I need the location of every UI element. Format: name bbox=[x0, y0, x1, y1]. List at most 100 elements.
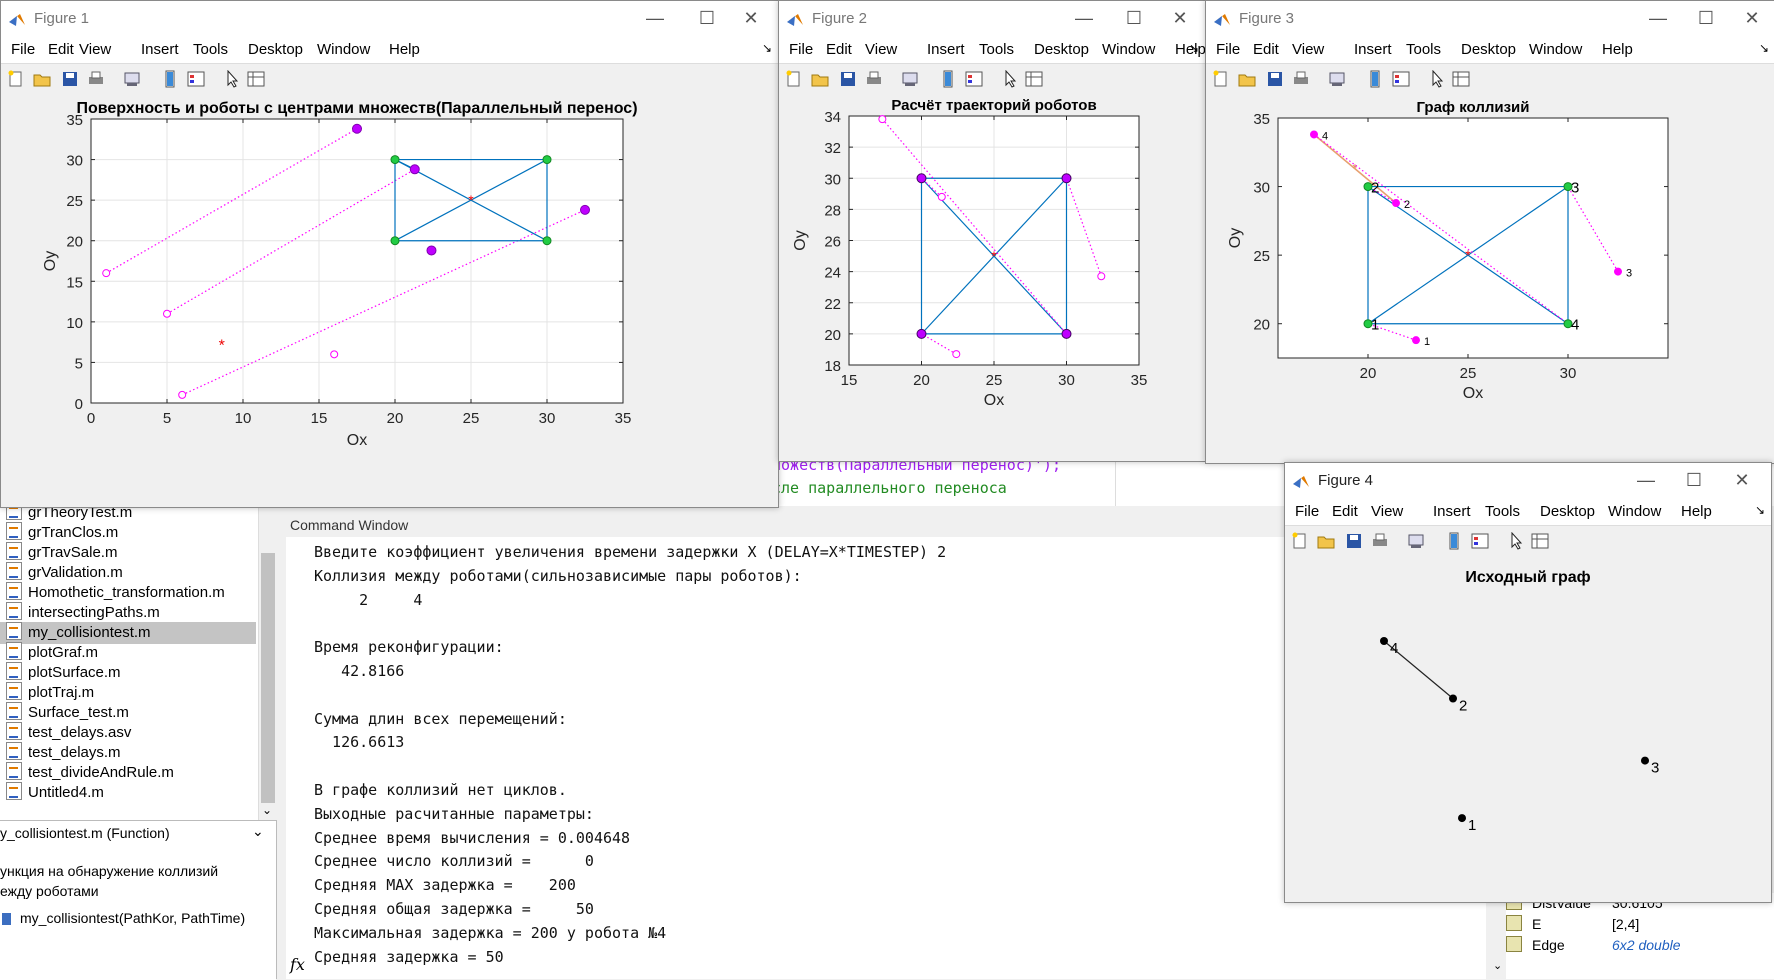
fx-prompt-icon[interactable]: fx bbox=[290, 955, 305, 974]
menu-view[interactable]: View bbox=[1371, 503, 1404, 520]
menu-desktop[interactable]: Desktop bbox=[1034, 41, 1090, 58]
title-bar[interactable]: Figure 2 — ☐ ✕ bbox=[779, 1, 1205, 37]
maximize-button[interactable]: ☐ bbox=[1125, 8, 1143, 28]
property-inspector-icon[interactable] bbox=[1531, 532, 1549, 550]
dock-icon[interactable]: ↘ bbox=[761, 41, 772, 55]
scrollbar-thumb[interactable] bbox=[261, 553, 275, 803]
link-figure-icon[interactable] bbox=[1407, 532, 1425, 550]
title-bar[interactable]: Figure 4 — ☐ ✕ bbox=[1285, 463, 1771, 499]
file-item[interactable]: test_delays.m bbox=[6, 742, 121, 764]
minimize-button[interactable]: — bbox=[1637, 470, 1655, 490]
file-item[interactable]: test_divideAndRule.m bbox=[6, 762, 174, 784]
menu-insert[interactable]: Insert bbox=[1433, 503, 1471, 520]
open-folder-icon[interactable] bbox=[1238, 70, 1256, 88]
print-icon[interactable] bbox=[87, 70, 105, 88]
pointer-icon[interactable] bbox=[1428, 70, 1446, 88]
menu-file[interactable]: File bbox=[11, 41, 36, 58]
legend-icon[interactable] bbox=[1392, 70, 1410, 88]
dock-icon[interactable]: ↘ bbox=[1188, 41, 1199, 55]
menu-file[interactable]: File bbox=[1216, 41, 1241, 58]
new-file-icon[interactable] bbox=[7, 70, 25, 88]
figure-1-window[interactable]: Figure 1 — ☐ ✕ File Edit View Insert Tools De… bbox=[0, 0, 779, 508]
maximize-button[interactable]: ☐ bbox=[698, 8, 716, 28]
maximize-button[interactable]: ☐ bbox=[1697, 8, 1715, 28]
title-bar[interactable]: Figure 3 — ☐ ✕ bbox=[1206, 1, 1774, 37]
menu-insert[interactable]: Insert bbox=[1354, 41, 1392, 58]
file-item[interactable]: Surface_test.m bbox=[6, 702, 129, 724]
scroll-down-icon[interactable]: ⌄ bbox=[1493, 960, 1503, 972]
workspace-variable[interactable]: Edge 6x2 double bbox=[1506, 935, 1681, 955]
minimize-button[interactable]: — bbox=[646, 8, 664, 28]
file-item[interactable]: plotSurface.m bbox=[6, 662, 121, 684]
workspace-scrollbar[interactable]: ⌄ bbox=[1490, 893, 1506, 979]
file-item[interactable]: grValidation.m bbox=[6, 562, 123, 584]
menu-tools[interactable]: Tools bbox=[1406, 41, 1442, 58]
file-item[interactable]: grTranClos.m bbox=[6, 522, 118, 544]
close-button[interactable]: ✕ bbox=[1172, 8, 1188, 28]
open-folder-icon[interactable] bbox=[811, 70, 829, 88]
legend-icon[interactable] bbox=[1471, 532, 1489, 550]
menu-help[interactable]: Help bbox=[1175, 41, 1206, 58]
pointer-icon[interactable] bbox=[1001, 70, 1019, 88]
menu-view[interactable]: View bbox=[1292, 41, 1325, 58]
menu-tools[interactable]: Tools bbox=[979, 41, 1015, 58]
new-file-icon[interactable] bbox=[1291, 532, 1309, 550]
new-file-icon[interactable] bbox=[785, 70, 803, 88]
menu-file[interactable]: File bbox=[789, 41, 814, 58]
maximize-button[interactable]: ☐ bbox=[1685, 470, 1703, 490]
property-inspector-icon[interactable] bbox=[1452, 70, 1470, 88]
file-item[interactable]: plotGraf.m bbox=[6, 642, 98, 664]
file-item[interactable]: Homothetic_transformation.m bbox=[6, 582, 225, 604]
property-inspector-icon[interactable] bbox=[1025, 70, 1043, 88]
menu-view[interactable]: View bbox=[79, 41, 112, 58]
link-figure-icon[interactable] bbox=[901, 70, 919, 88]
menu-edit[interactable]: Edit bbox=[1253, 41, 1279, 58]
legend-icon[interactable] bbox=[965, 70, 983, 88]
save-icon[interactable] bbox=[61, 70, 79, 88]
menu-tools[interactable]: Tools bbox=[193, 41, 229, 58]
minimize-button[interactable]: — bbox=[1075, 8, 1093, 28]
close-button[interactable]: ✕ bbox=[1734, 470, 1750, 490]
colorbar-icon[interactable] bbox=[161, 70, 179, 88]
minimize-button[interactable]: — bbox=[1649, 8, 1667, 28]
figure-2-window[interactable]: Figure 2 — ☐ ✕ File Edit View Insert Tools De… bbox=[778, 0, 1206, 462]
colorbar-icon[interactable] bbox=[1366, 70, 1384, 88]
chart[interactable]: 0 5 10 15 20 25 30 3505101520253035Поверхность … bbox=[1, 94, 778, 507]
menu-edit[interactable]: Edit bbox=[826, 41, 852, 58]
file-item[interactable]: my_collisiontest.m bbox=[0, 622, 256, 644]
menu-help[interactable]: Help bbox=[1602, 41, 1633, 58]
save-icon[interactable] bbox=[1345, 532, 1363, 550]
menu-window[interactable]: Window bbox=[1529, 41, 1583, 58]
file-item[interactable]: intersectingPaths.m bbox=[6, 602, 160, 624]
colorbar-icon[interactable] bbox=[939, 70, 957, 88]
menu-window[interactable]: Window bbox=[1102, 41, 1156, 58]
property-inspector-icon[interactable] bbox=[247, 70, 265, 88]
legend-icon[interactable] bbox=[187, 70, 205, 88]
file-item[interactable]: plotTraj.m bbox=[6, 682, 94, 704]
menu-insert[interactable]: Insert bbox=[927, 41, 965, 58]
menu-tools[interactable]: Tools bbox=[1485, 503, 1521, 520]
menu-help[interactable]: Help bbox=[1681, 503, 1712, 520]
open-folder-icon[interactable] bbox=[33, 70, 51, 88]
pointer-icon[interactable] bbox=[223, 70, 241, 88]
menu-help[interactable]: Help bbox=[389, 41, 420, 58]
print-icon[interactable] bbox=[865, 70, 883, 88]
link-figure-icon[interactable] bbox=[123, 70, 141, 88]
menu-edit[interactable]: Edit bbox=[1332, 503, 1358, 520]
file-scrollbar[interactable]: ⌄ bbox=[258, 505, 277, 820]
print-icon[interactable] bbox=[1371, 532, 1389, 550]
menu-edit[interactable]: Edit bbox=[48, 41, 74, 58]
dock-icon[interactable]: ↘ bbox=[1758, 41, 1769, 55]
title-bar[interactable]: Figure 1 — ☐ ✕ bbox=[1, 1, 778, 37]
dock-icon[interactable]: ↘ bbox=[1754, 503, 1765, 517]
chart[interactable]: Исходный граф 1 2 3 4 bbox=[1285, 556, 1771, 902]
menu-view[interactable]: View bbox=[865, 41, 898, 58]
figure-4-window[interactable]: Figure 4 — ☐ ✕ File Edit View Insert Tools De… bbox=[1284, 462, 1772, 903]
close-button[interactable]: ✕ bbox=[743, 8, 759, 28]
link-figure-icon[interactable] bbox=[1328, 70, 1346, 88]
colorbar-icon[interactable] bbox=[1445, 532, 1463, 550]
file-item[interactable]: grTravSale.m bbox=[6, 542, 117, 564]
figure-3-window[interactable]: Figure 3 — ☐ ✕ File Edit View Insert Tools De… bbox=[1205, 0, 1774, 464]
chart[interactable]: 20 25 30 20 25 30 35 Граф коллизий Ox Oy * * 1 4 3 2 1 2 3… bbox=[1206, 94, 1774, 463]
chart[interactable]: 15 20 25 30 35 18 20 22 24 26 28 30 32 34 Расчёт траек… bbox=[779, 94, 1205, 461]
